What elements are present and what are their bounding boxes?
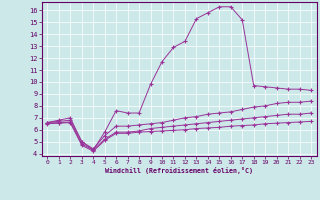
X-axis label: Windchill (Refroidissement éolien,°C): Windchill (Refroidissement éolien,°C) bbox=[105, 167, 253, 174]
